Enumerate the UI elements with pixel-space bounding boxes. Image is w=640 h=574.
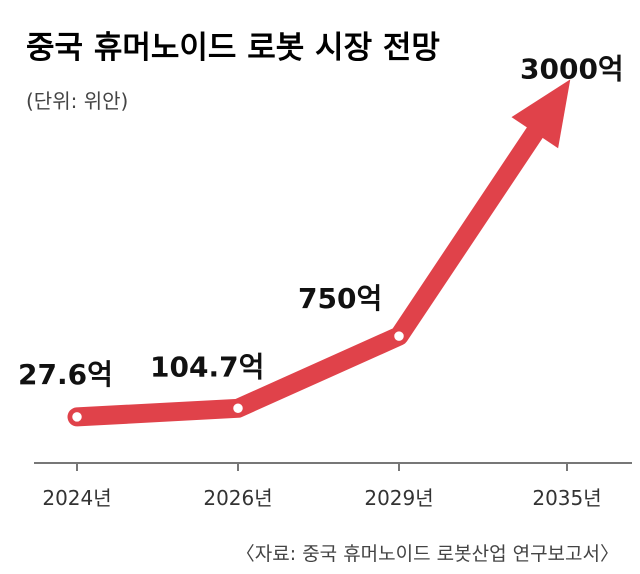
data-point-marker [70,410,84,424]
x-tick-label: 2026년 [203,486,272,510]
data-label: 750억 [298,282,382,315]
data-label: 27.6억 [18,358,113,391]
series-line-group [67,79,571,427]
data-label: 3000억 [520,52,624,85]
series-line [67,123,545,427]
series-arrowhead [511,79,571,149]
data-labels: 27.6억 104.7억 750억 3000억 [18,52,624,391]
data-point-markers [70,329,406,424]
data-point-marker [392,329,406,343]
x-axis-tick-labels: 2024년 2026년 2029년 2035년 [42,486,601,510]
unit-label: (단위: 위안) [26,89,128,113]
source-note: 〈자료: 중국 휴머노이드 로봇산업 연구보고서〉 [236,543,619,565]
x-tick-label: 2035년 [532,486,601,510]
x-axis-ticks [76,463,568,471]
x-tick-label: 2024년 [42,486,111,510]
data-point-marker [231,402,245,415]
data-label: 104.7억 [150,350,264,383]
x-tick-label: 2029년 [364,486,433,510]
chart-title: 중국 휴머노이드 로봇 시장 전망 [26,30,440,66]
